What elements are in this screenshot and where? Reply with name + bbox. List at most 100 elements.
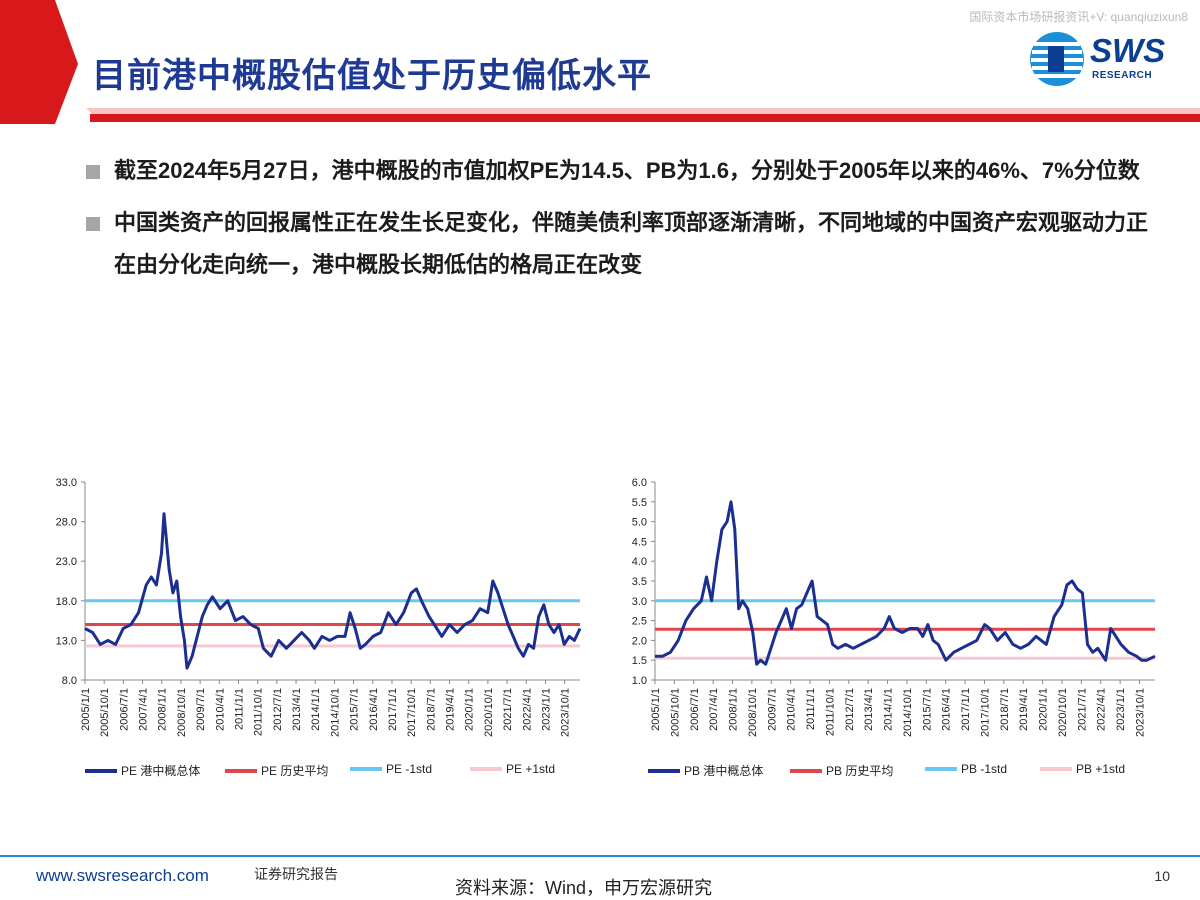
y-tick-label: 6.0 <box>632 477 647 489</box>
x-tick-label: 2017/10/1 <box>406 688 418 737</box>
x-tick-label: 2013/4/1 <box>863 688 875 731</box>
y-tick-label: 8.0 <box>62 675 77 687</box>
x-tick-label: 2017/10/1 <box>979 688 991 737</box>
x-tick-label: 2011/1/1 <box>233 688 245 730</box>
legend-label: PE -1std <box>386 762 433 776</box>
x-tick-label: 2019/4/1 <box>445 688 457 731</box>
legend-item: PB -1std <box>925 762 1007 776</box>
x-tick-label: 2014/1/1 <box>883 688 895 731</box>
x-tick-label: 2014/10/1 <box>902 688 914 737</box>
x-tick-label: 2011/10/1 <box>253 688 265 736</box>
y-tick-label: 5.5 <box>632 497 647 509</box>
legend-swatch <box>350 767 382 771</box>
y-tick-label: 18.0 <box>56 596 77 608</box>
legend-swatch <box>225 768 257 773</box>
legend-swatch <box>85 768 117 773</box>
legend-item: PE 港中概总体 <box>85 762 200 779</box>
bullet-item: 中国类资产的回报属性正在发生长足变化，伴随美债利率顶部逐渐清晰，不同地域的中国资… <box>84 202 1164 286</box>
x-tick-label: 2022/4/1 <box>521 688 533 731</box>
y-tick-label: 33.0 <box>56 477 77 489</box>
legend-label: PB +1std <box>1076 762 1126 776</box>
x-tick-label: 2010/4/1 <box>786 688 798 731</box>
legend-swatch <box>1040 767 1072 771</box>
pe-chart-plot: 8.0 13.0 18.0 23.0 28.0 33.0 2005/1/1 2005/10/1… <box>56 477 582 737</box>
x-tick-label: 2005/1/1 <box>80 688 92 731</box>
x-tick-label: 2023/1/1 <box>540 688 552 731</box>
x-tick-label: 2020/1/1 <box>464 688 476 731</box>
footer-source-note: 资料来源：Wind，申万宏源研究 <box>455 878 713 898</box>
legend-swatch <box>470 767 502 771</box>
pb-chart: 1.0 1.5 2.0 2.5 3.0 3.5 4.0 4.5 5.0 5.5 6.0 2005/1/… <box>600 470 1170 790</box>
x-tick-label: 2013/4/1 <box>291 688 303 731</box>
y-tick-label: 3.0 <box>632 596 647 608</box>
header-banner <box>0 0 1200 124</box>
legend-swatch <box>925 767 957 771</box>
y-tick-label: 3.5 <box>632 576 647 588</box>
legend-item: PE +1std <box>470 762 555 776</box>
x-tick-label: 2005/1/1 <box>650 688 662 731</box>
y-tick-label: 4.0 <box>632 556 647 568</box>
x-tick-label: 2007/4/1 <box>138 688 150 731</box>
x-tick-label: 2023/1/1 <box>1115 688 1127 731</box>
y-tick-label: 23.0 <box>56 556 77 568</box>
x-tick-label: 2010/4/1 <box>214 688 226 731</box>
legend-label: PE 港中概总体 <box>121 764 201 778</box>
x-tick-label: 2012/7/1 <box>844 688 856 731</box>
x-tick-label: 2009/7/1 <box>195 688 207 731</box>
y-tick-label: 4.5 <box>632 536 647 548</box>
x-tick-label: 2008/1/1 <box>728 688 740 731</box>
x-tick-label: 2009/7/1 <box>766 688 778 731</box>
x-tick-label: 2021/7/1 <box>502 688 514 731</box>
y-tick-label: 13.0 <box>56 635 77 647</box>
legend-item: PB +1std <box>1040 762 1125 776</box>
legend-label: PB 港中概总体 <box>684 764 764 778</box>
legend-item: PE 历史平均 <box>225 762 328 779</box>
x-tick-label: 2016/4/1 <box>368 688 380 731</box>
x-tick-label: 2023/10/1 <box>1134 688 1146 737</box>
x-tick-label: 2018/7/1 <box>999 688 1011 731</box>
x-tick-label: 2007/4/1 <box>708 688 720 731</box>
legend-item: PB 港中概总体 <box>648 762 763 779</box>
bullet-text: 截至2024年5月27日，港中概股的市值加权PE为14.5、PB为1.6，分别处… <box>114 158 1140 183</box>
x-tick-label: 2008/10/1 <box>747 688 759 737</box>
legend-item: PB 历史平均 <box>790 762 893 779</box>
x-tick-label: 2014/1/1 <box>310 688 322 731</box>
legend-swatch <box>790 768 822 773</box>
logo-text: SWS <box>1090 32 1166 69</box>
x-tick-label: 2017/1/1 <box>960 688 972 731</box>
x-tick-label: 2005/10/1 <box>669 688 681 737</box>
sws-logo: SWS RESEARCH <box>1028 30 1178 90</box>
x-tick-label: 2016/4/1 <box>941 688 953 731</box>
logo-subtext: RESEARCH <box>1092 70 1153 81</box>
x-tick-label: 2018/7/1 <box>425 688 437 731</box>
legend-label: PE +1std <box>506 762 556 776</box>
legend-item: PE -1std <box>350 762 432 776</box>
pe-chart: 8.0 13.0 18.0 23.0 28.0 33.0 2005/1/1 2005/10/1… <box>30 470 590 790</box>
footer-website-link[interactable]: www.swsresearch.com <box>36 866 209 885</box>
x-tick-label: 2015/7/1 <box>349 688 361 731</box>
x-tick-label: 2011/10/1 <box>824 688 836 736</box>
y-tick-label: 28.0 <box>56 517 77 529</box>
globe-icon <box>1030 32 1084 86</box>
watermark: 国际资本市场研报资讯+V: quanqiuzixun8 <box>969 10 1188 24</box>
y-tick-label: 1.5 <box>632 655 647 667</box>
y-tick-label: 1.0 <box>632 675 647 687</box>
x-tick-label: 2020/10/1 <box>483 688 495 737</box>
legend-label: PB 历史平均 <box>826 764 894 778</box>
pe-chart-legend: PE 港中概总体 PE 历史平均 PE -1std PE +1std <box>30 762 590 782</box>
pb-chart-legend: PB 港中概总体 PB 历史平均 PB -1std PB +1std <box>600 762 1160 782</box>
x-tick-label: 2021/7/1 <box>1076 688 1088 731</box>
footer-divider <box>0 855 1200 857</box>
x-tick-label: 2008/1/1 <box>157 688 169 731</box>
x-tick-label: 2017/1/1 <box>387 688 399 731</box>
x-tick-label: 2014/10/1 <box>329 688 341 737</box>
legend-swatch <box>648 768 680 773</box>
x-tick-label: 2012/7/1 <box>272 688 284 731</box>
y-tick-label: 2.5 <box>632 616 647 628</box>
series-line <box>655 500 1156 666</box>
x-tick-label: 2015/7/1 <box>921 688 933 731</box>
legend-label: PB -1std <box>961 762 1008 776</box>
x-tick-label: 2011/1/1 <box>805 688 817 730</box>
bullet-item: 截至2024年5月27日，港中概股的市值加权PE为14.5、PB为1.6，分别处… <box>84 150 1164 192</box>
x-tick-label: 2020/10/1 <box>1057 688 1069 737</box>
